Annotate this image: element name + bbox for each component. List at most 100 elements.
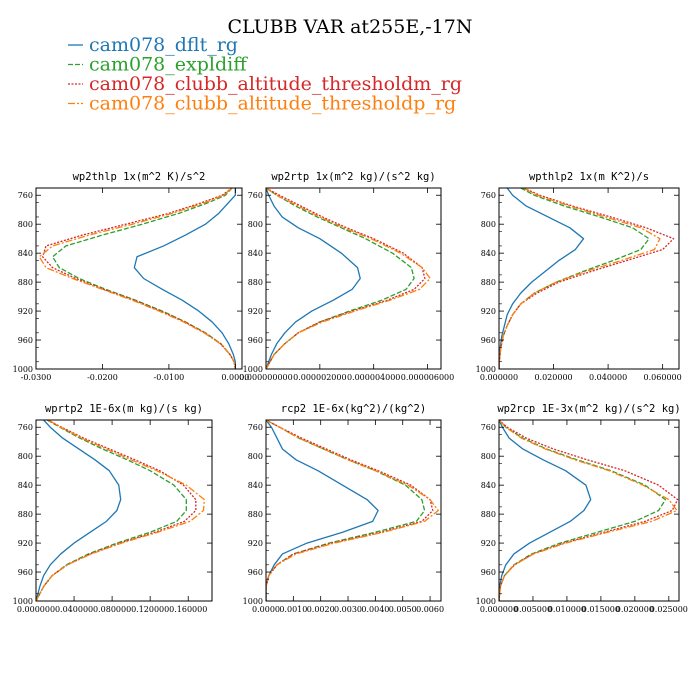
chart-panel: wpthlp2 1x(m K^2)/s 760 800 840 880 920 960 100… (476, 171, 682, 382)
y-tick-label: 760 (248, 191, 263, 200)
x-tick-label: 0.010000 (548, 605, 586, 614)
y-tick-label: 880 (18, 278, 33, 287)
y-tick-label: 920 (18, 307, 33, 316)
y-tick-label: 760 (18, 191, 33, 200)
x-tick-label: 0.080000 (93, 605, 131, 614)
x-tick-label: -0.0100 (154, 373, 185, 382)
x-tick-label: 0.0010 (279, 605, 307, 614)
y-tick-label: 800 (18, 452, 33, 461)
y-tick-label: 1000 (476, 365, 496, 374)
x-tick-label: -0.0200 (87, 373, 118, 382)
series-line (36, 420, 197, 601)
x-tick-label: 0.0040 (361, 605, 389, 614)
series-line (133, 188, 237, 369)
y-tick-label: 880 (248, 278, 263, 287)
series-line (266, 188, 361, 369)
x-tick-label: 0.005000 (514, 605, 552, 614)
y-tick-label: 760 (481, 423, 496, 432)
series-line (499, 420, 667, 601)
y-tick-label: 960 (248, 568, 263, 577)
x-tick-label: 0.000006000 (401, 373, 454, 382)
series-line (499, 188, 675, 369)
series-line (266, 420, 379, 601)
x-tick-label: 0.120000 (131, 605, 169, 614)
x-tick-label: 0.000002000 (293, 373, 346, 382)
y-tick-label: 920 (248, 307, 263, 316)
x-tick-label: 0.0050 (389, 605, 417, 614)
legend-label: cam078_expldiff (89, 54, 248, 76)
x-tick-label: 0.020000 (534, 373, 572, 382)
series-line (266, 420, 426, 601)
x-tick-label: 0.000000 (480, 373, 518, 382)
y-tick-label: 760 (481, 191, 496, 200)
y-tick-label: 1000 (243, 597, 263, 606)
x-tick-label: 0.015000 (582, 605, 620, 614)
y-tick-label: 880 (248, 510, 263, 519)
x-tick-label: 0.000004000 (347, 373, 400, 382)
figure-title: CLUBB VAR at255E,-17N (228, 16, 473, 38)
plot-frame (35, 187, 243, 370)
panel-title: rcp2 1E-6x(kg^2)/(kg^2) (281, 403, 426, 415)
series-group (499, 420, 679, 601)
x-tick-label: 0.020000 (616, 605, 654, 614)
x-tick-label: 0.0000 (221, 373, 249, 382)
legend: cam078_dflt_rgcam078_expldiffcam078_club… (68, 34, 462, 115)
y-tick-label: 1000 (13, 597, 33, 606)
series-group (266, 420, 439, 601)
panel-title: wp2rcp 1E-3x(m^2 kg)/(s^2 kg) (497, 403, 680, 415)
series-line (499, 420, 679, 601)
y-tick-label: 840 (18, 249, 33, 258)
x-tick-label: 0.040000 (55, 605, 93, 614)
y-tick-label: 800 (481, 452, 496, 461)
x-tick-label: 0.000000 (17, 605, 55, 614)
panel-title: wprtp2 1E-6x(m kg)/(s kg) (45, 403, 203, 415)
chart-panel: wp2rtp 1x(m^2 kg)/(s^2 kg) 760 800 840 880 92… (239, 171, 454, 382)
series-line (38, 188, 236, 369)
legend-label: cam078_clubb_altitude_thresholdp_rg (89, 93, 456, 115)
series-line (266, 188, 431, 369)
panel-title: wp2thlp 1x(m^2 K)/s^2 (73, 171, 206, 183)
y-tick-label: 960 (481, 336, 496, 345)
series-line (499, 188, 650, 369)
y-tick-label: 1000 (476, 597, 496, 606)
y-tick-label: 920 (248, 539, 263, 548)
panel-title: wp2rtp 1x(m^2 kg)/(s^2 kg) (271, 171, 435, 183)
y-tick-label: 800 (248, 220, 263, 229)
y-tick-label: 840 (248, 249, 263, 258)
legend-label: cam078_dflt_rg (89, 34, 238, 56)
series-group (38, 188, 237, 369)
y-tick-label: 840 (481, 249, 496, 258)
chart-panel: wp2rcp 1E-3x(m^2 kg)/(s^2 kg)760 800 840 88… (476, 403, 688, 614)
y-tick-label: 960 (18, 568, 33, 577)
y-tick-label: 800 (248, 452, 263, 461)
y-tick-label: 1000 (243, 365, 263, 374)
panel-title: wpthlp2 1x(m K^2)/s (529, 171, 649, 183)
series-line (499, 188, 661, 369)
series-group (36, 420, 206, 601)
y-tick-label: 840 (18, 481, 33, 490)
plot-frame (265, 419, 442, 602)
chart-panel: rcp2 1E-6x(kg^2)/(kg^2) 760 800 840 880 920 96… (243, 403, 444, 614)
y-tick-label: 920 (18, 539, 33, 548)
x-tick-label: 0.0020 (307, 605, 335, 614)
x-tick-label: 0.0030 (334, 605, 362, 614)
y-tick-label: 800 (18, 220, 33, 229)
series-line (499, 420, 592, 601)
plot-frame (498, 419, 680, 602)
series-line (266, 188, 415, 369)
x-tick-label: 0.0000 (252, 605, 280, 614)
series-line (266, 420, 439, 601)
series-line (499, 420, 678, 601)
y-tick-label: 960 (481, 568, 496, 577)
legend-label: cam078_clubb_altitude_thresholdm_rg (89, 73, 462, 95)
chart-panels: wp2thlp 1x(m^2 K)/s^2 760 800 840 880 920 960 1… (13, 171, 688, 614)
series-line (266, 420, 434, 601)
x-tick-label: -0.0300 (21, 373, 52, 382)
y-tick-label: 1000 (13, 365, 33, 374)
y-tick-label: 880 (18, 510, 33, 519)
x-tick-label: 0.060000 (644, 373, 682, 382)
series-group (266, 188, 431, 369)
x-tick-label: 0.160000 (169, 605, 207, 614)
series-line (499, 188, 585, 369)
y-tick-label: 840 (481, 481, 496, 490)
